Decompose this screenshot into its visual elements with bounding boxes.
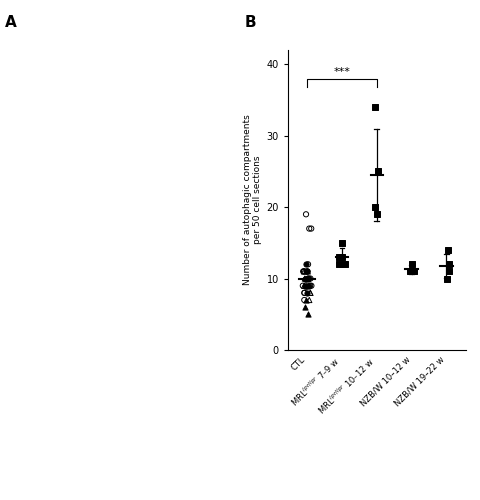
Point xyxy=(302,210,310,218)
Point xyxy=(300,268,308,276)
Point xyxy=(303,268,311,276)
Point xyxy=(406,268,414,276)
Point xyxy=(301,282,309,290)
Point xyxy=(307,274,314,282)
Point xyxy=(302,282,310,290)
Point xyxy=(304,260,312,268)
Point xyxy=(304,268,312,276)
Point xyxy=(410,268,418,276)
Point xyxy=(301,274,309,282)
Point xyxy=(308,282,315,290)
Point xyxy=(306,282,314,290)
Point xyxy=(303,282,311,290)
Point xyxy=(301,274,309,282)
Point xyxy=(300,289,308,297)
Point xyxy=(300,268,308,276)
Point xyxy=(444,246,452,254)
Text: A: A xyxy=(5,15,16,30)
Point xyxy=(304,274,312,282)
Point xyxy=(302,260,310,268)
Point xyxy=(305,282,313,290)
Point xyxy=(300,268,308,276)
Point xyxy=(300,289,308,297)
Point xyxy=(445,268,453,276)
Point xyxy=(302,296,310,304)
Point xyxy=(371,103,379,111)
Point xyxy=(341,260,348,268)
Text: ***: *** xyxy=(334,67,350,77)
Point xyxy=(408,260,416,268)
Point xyxy=(373,210,381,218)
Point xyxy=(338,239,346,247)
Point xyxy=(302,274,310,282)
Point xyxy=(336,253,343,261)
Point xyxy=(445,260,453,268)
Point xyxy=(307,224,315,232)
Point xyxy=(305,296,313,304)
Point xyxy=(305,224,313,232)
Point xyxy=(304,310,312,318)
Point xyxy=(338,253,346,261)
Point xyxy=(302,268,310,276)
Y-axis label: Number of autophagic compartments
per 50 cell sections: Number of autophagic compartments per 50… xyxy=(243,114,263,286)
Point xyxy=(303,289,311,297)
Point xyxy=(305,274,313,282)
Point xyxy=(300,282,308,290)
Point xyxy=(300,268,307,276)
Point xyxy=(443,274,451,282)
Point xyxy=(303,268,311,276)
Point xyxy=(374,168,382,175)
Point xyxy=(372,203,379,211)
Point xyxy=(304,274,312,282)
Point xyxy=(307,289,314,297)
Point xyxy=(299,282,307,290)
Point xyxy=(304,274,312,282)
Text: B: B xyxy=(245,15,256,30)
Point xyxy=(300,296,308,304)
Point xyxy=(306,289,314,297)
Point xyxy=(301,303,309,311)
Point xyxy=(335,260,343,268)
